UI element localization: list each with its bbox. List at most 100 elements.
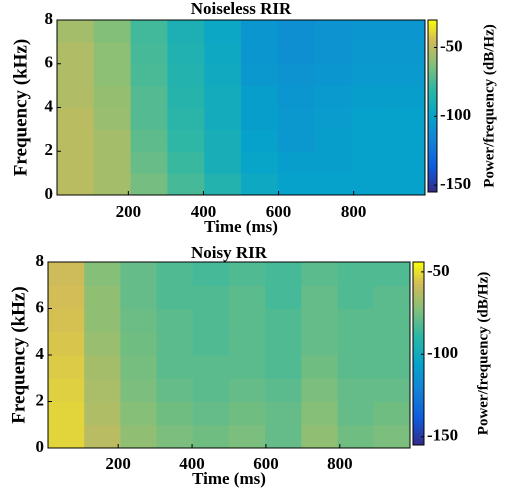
y-tick-label: 2 — [45, 140, 54, 159]
colorbar-segment — [413, 417, 424, 422]
colorbar-segment — [428, 60, 437, 64]
cell — [167, 107, 205, 130]
colorbar-segment — [428, 65, 437, 70]
colorbar-segment — [413, 316, 424, 321]
y-tick-label: 8 — [45, 9, 54, 28]
cell — [301, 331, 339, 356]
cell — [130, 151, 168, 174]
cell — [314, 129, 352, 152]
cell — [229, 262, 266, 286]
colorbar-segment — [428, 20, 437, 24]
cell — [265, 355, 302, 379]
cell — [192, 308, 230, 333]
cell — [301, 285, 339, 309]
cell — [93, 41, 132, 65]
colorbar-segment — [428, 120, 437, 124]
cell — [229, 401, 266, 426]
cell — [351, 20, 389, 43]
colorbar-segment — [428, 94, 437, 98]
cell — [120, 355, 158, 379]
cell — [265, 331, 302, 356]
colorbar-segment — [428, 91, 437, 96]
cell — [120, 401, 158, 426]
cell — [48, 331, 85, 356]
cell — [265, 308, 302, 333]
cell — [167, 85, 205, 108]
colorbar-segment — [413, 390, 424, 394]
cell — [156, 424, 194, 449]
cell — [156, 308, 194, 333]
colorbar-segment — [428, 88, 437, 93]
cell — [93, 85, 132, 108]
y-tick-label: 0 — [36, 437, 45, 456]
colorbar-segment — [428, 174, 437, 179]
cell — [156, 285, 194, 309]
colorbar-tick-label: -50 — [440, 36, 463, 55]
cell — [229, 378, 266, 402]
colorbar-segment — [428, 180, 437, 184]
cell — [373, 355, 411, 379]
cell — [229, 285, 266, 309]
cell — [229, 308, 266, 333]
colorbar-segment — [413, 411, 424, 415]
colorbar-segment — [413, 326, 424, 330]
cell — [167, 173, 205, 196]
colorbar-segment — [413, 265, 424, 269]
cell — [120, 331, 158, 356]
cell — [84, 308, 121, 333]
cell — [314, 85, 352, 108]
cell — [130, 107, 168, 130]
cell — [241, 151, 279, 174]
cell — [337, 262, 375, 286]
colorbar-segment — [413, 332, 424, 336]
colorbar-segment — [413, 408, 424, 412]
cell — [120, 262, 158, 286]
colorbar-segment — [428, 45, 437, 50]
colorbar-segment — [428, 154, 437, 159]
cell — [57, 151, 95, 174]
colorbar-tick-label: -100 — [427, 343, 458, 362]
colorbar-segment — [428, 83, 437, 87]
colorbar-tick-label: -100 — [440, 105, 471, 124]
cell — [388, 129, 426, 152]
colorbar-segment — [428, 166, 437, 170]
x-tick-label: 600 — [266, 202, 292, 221]
cell — [301, 424, 339, 449]
y-tick-label: 6 — [36, 297, 45, 316]
cell — [373, 285, 411, 309]
cell — [156, 401, 194, 426]
cell — [93, 63, 132, 87]
cell — [130, 129, 168, 152]
cell — [265, 424, 302, 449]
x-tick-label: 200 — [116, 202, 142, 221]
cell — [48, 355, 85, 379]
colorbar-segment — [413, 402, 424, 406]
colorbar-segment — [428, 57, 437, 61]
colorbar-segment — [428, 163, 437, 167]
cell — [314, 63, 352, 87]
colorbar-segment — [413, 396, 424, 400]
colorbar-segment — [428, 149, 437, 153]
cell — [351, 63, 389, 87]
colorbar-segment — [428, 137, 437, 141]
cell — [167, 129, 205, 152]
colorbar-label: Power/frequency (dB/Hz) — [475, 272, 491, 435]
colorbar-segment — [413, 341, 424, 345]
colorbar-segment — [413, 304, 424, 309]
cell — [48, 262, 85, 286]
cell — [351, 41, 389, 65]
cell — [337, 285, 375, 309]
colorbar-frame — [427, 19, 438, 193]
colorbar-segment — [428, 111, 437, 116]
colorbar-segment — [413, 347, 424, 351]
colorbar-segment — [413, 313, 424, 318]
colorbar-segment — [413, 387, 424, 391]
cell — [241, 107, 279, 130]
cell — [120, 285, 158, 309]
colorbar-segment — [428, 189, 437, 193]
cell — [130, 20, 168, 43]
x-axis-label: Time (ms) — [204, 217, 278, 236]
colorbar-segment — [428, 171, 437, 176]
colorbar-segment — [413, 356, 424, 361]
cell — [337, 355, 375, 379]
